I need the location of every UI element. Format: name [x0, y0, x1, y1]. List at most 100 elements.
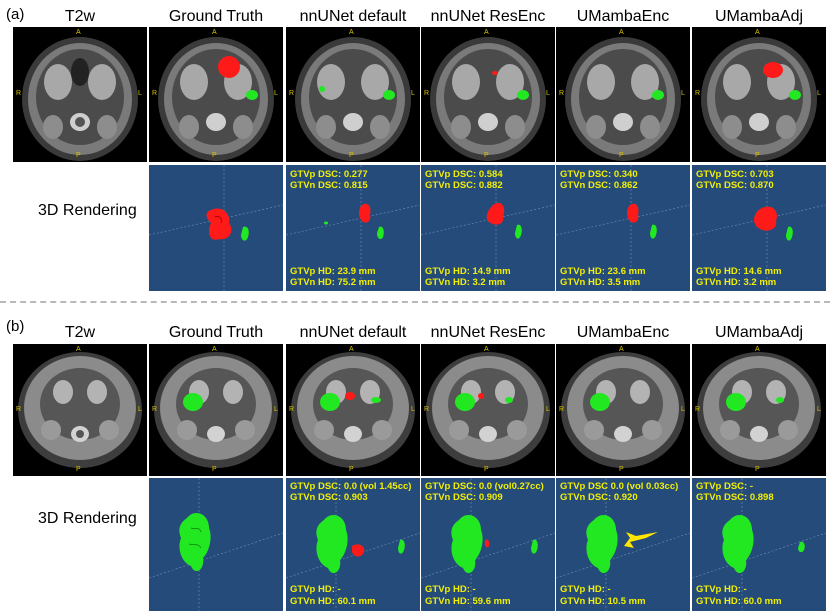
- gtvn-mask: [652, 90, 664, 100]
- gtvn-mask: [505, 397, 513, 403]
- metric-gtvn-hd: GTVn HD: 3.2 mm: [425, 277, 506, 288]
- metric-gtvp-hd: GTVp HD: 23.6 mm: [560, 266, 646, 277]
- gtvp-mask: [345, 392, 355, 400]
- gtvn-volume: [377, 226, 384, 240]
- arrow-icon: [624, 532, 658, 548]
- column-title-t2w: T2w: [64, 8, 96, 25]
- metric-gtvn-hd: GTVn HD: 75.2 mm: [290, 277, 376, 288]
- metric-gtvp-dsc: GTVp DSC: 0.584: [425, 169, 503, 180]
- render-a-ground-truth: [149, 165, 283, 291]
- panel-b-label: (b): [6, 318, 25, 335]
- orientation-left-label: R: [424, 406, 430, 413]
- mri-slice-b-ground-truth: A R L P: [149, 344, 283, 476]
- gtvp-volume: [359, 203, 371, 223]
- render-b-ground-truth: [149, 478, 283, 611]
- gtvn-mask: [371, 397, 381, 403]
- render-a-nnunet-resenc: GTVp DSC: 0.584 GTVn DSC: 0.882 GTVp HD:…: [421, 165, 555, 291]
- orientation-left-label: R: [289, 406, 295, 413]
- render-a-nnunet-default: GTVp DSC: 0.277 GTVn DSC: 0.815 GTVp HD:…: [286, 165, 420, 291]
- orientation-right-label: L: [817, 406, 821, 413]
- metric-gtvp-dsc: GTVp DSC 0.0 (vol 0.03cc): [560, 481, 679, 492]
- column-title-nnunet-resenc: nnUNet ResEnc: [430, 324, 546, 341]
- gtvn-volume: [179, 513, 211, 572]
- orientation-top-label: A: [484, 346, 489, 353]
- orientation-bottom-label: P: [619, 466, 624, 473]
- orientation-bottom-label: P: [484, 152, 489, 159]
- gtvn-mask: [726, 393, 746, 411]
- orientation-left-label: R: [289, 90, 295, 97]
- metric-gtvp-dsc: GTVp DSC: 0.340: [560, 169, 638, 180]
- render-b-nnunet-resenc: GTVp DSC: 0.0 (vol0.27cc) GTVn DSC: 0.90…: [421, 478, 555, 611]
- gtvp-mask: [218, 56, 240, 78]
- orientation-bottom-label: P: [484, 466, 489, 473]
- orientation-top-label: A: [76, 346, 81, 353]
- orientation-top-label: A: [76, 29, 81, 36]
- gtvp-volume: [206, 208, 232, 240]
- orientation-right-label: L: [411, 406, 415, 413]
- orientation-bottom-label: P: [76, 466, 81, 473]
- orientation-left-label: R: [16, 90, 22, 97]
- gtvn-mask: [789, 90, 801, 100]
- gtvn-mask: [455, 393, 475, 411]
- metric-gtvp-hd: GTVp HD: -: [290, 584, 341, 595]
- metric-gtvn-dsc: GTVn DSC: 0.898: [696, 492, 774, 503]
- orientation-right-label: L: [138, 90, 142, 97]
- metric-gtvp-hd: GTVp HD: 23.9 mm: [290, 266, 376, 277]
- metric-gtvn-dsc: GTVn DSC: 0.903: [290, 492, 368, 503]
- metric-gtvp-dsc: GTVp DSC: -: [696, 481, 753, 492]
- mri-slice-b-umambaenc: A R L P: [556, 344, 690, 476]
- gtvn-volume: [451, 515, 483, 574]
- metric-gtvn-hd: GTVn HD: 10.5 mm: [560, 596, 646, 607]
- mri-slice-a-umambaadj: A R L P: [692, 27, 826, 162]
- row-title-3d-rendering: 3D Rendering: [38, 202, 137, 219]
- mri-slice-b-umambaadj: A R L P: [692, 344, 826, 476]
- column-title-ground-truth: Ground Truth: [168, 8, 264, 25]
- metric-gtvp-hd: GTVp HD: -: [560, 584, 611, 595]
- orientation-bottom-label: P: [349, 152, 354, 159]
- gtvn-mask: [776, 397, 784, 403]
- mri-slice-a-nnunet-default: A R L P: [286, 27, 420, 162]
- orientation-left-label: R: [152, 90, 158, 97]
- metric-gtvp-dsc: GTVp DSC: 0.277: [290, 169, 368, 180]
- orientation-bottom-label: P: [212, 466, 217, 473]
- gtvn-volume: [398, 539, 405, 554]
- orientation-top-label: A: [755, 346, 760, 353]
- metric-gtvn-dsc: GTVn DSC: 0.882: [425, 180, 503, 191]
- gtvn-volume: [722, 515, 754, 574]
- gtvn-volume: [241, 226, 249, 241]
- orientation-right-label: L: [411, 90, 415, 97]
- metric-gtvn-hd: GTVn HD: 60.1 mm: [290, 596, 376, 607]
- gtvn-volume: [798, 541, 805, 553]
- gtvp-volume: [486, 202, 505, 225]
- mri-slice-b-nnunet-default: A R L P: [286, 344, 420, 476]
- orientation-right-label: L: [546, 90, 550, 97]
- render-a-umambaadj: GTVp DSC: 0.703 GTVn DSC: 0.870 GTVp HD:…: [692, 165, 826, 291]
- orientation-left-label: R: [559, 406, 565, 413]
- column-title-nnunet-resenc: nnUNet ResEnc: [430, 8, 546, 25]
- orientation-right-label: L: [681, 90, 685, 97]
- column-title-t2w: T2w: [64, 324, 96, 341]
- orientation-top-label: A: [619, 346, 624, 353]
- column-title-umambaenc: UMambaEnc: [576, 324, 670, 341]
- mri-slice-a-t2w: A R L P: [13, 27, 147, 162]
- metric-gtvn-hd: GTVn HD: 59.6 mm: [425, 596, 511, 607]
- metric-gtvn-dsc: GTVn DSC: 0.862: [560, 180, 638, 191]
- orientation-bottom-label: P: [349, 466, 354, 473]
- gtvp-mask: [763, 62, 783, 78]
- gtvn-mask: [183, 393, 203, 411]
- orientation-top-label: A: [212, 346, 217, 353]
- orientation-left-label: R: [695, 90, 701, 97]
- gtvp-volume: [484, 539, 490, 548]
- gtvn-volume: [324, 221, 328, 225]
- column-title-umambaenc: UMambaEnc: [576, 8, 670, 25]
- gtvn-volume: [531, 539, 538, 554]
- mri-slice-a-umambaenc: A R L P: [556, 27, 690, 162]
- metric-gtvn-dsc: GTVn DSC: 0.870: [696, 180, 774, 191]
- render-b-nnunet-default: GTVp DSC: 0.0 (vol 1.45cc) GTVn DSC: 0.9…: [286, 478, 420, 611]
- render-a-umambaenc: GTVp DSC: 0.340 GTVn DSC: 0.862 GTVp HD:…: [556, 165, 690, 291]
- mri-slice-a-ground-truth: A R L P: [149, 27, 283, 162]
- gtvn-mask: [246, 90, 258, 100]
- orientation-left-label: R: [16, 406, 22, 413]
- gtvn-volume: [316, 515, 348, 574]
- orientation-right-label: L: [546, 406, 550, 413]
